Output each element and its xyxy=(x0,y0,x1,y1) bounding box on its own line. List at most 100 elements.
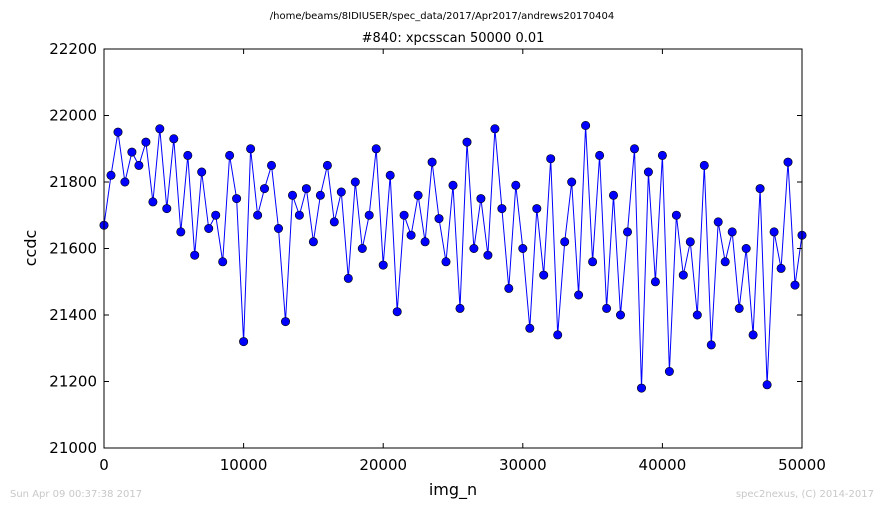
footer-credit: spec2nexus, (C) 2014-2017 xyxy=(736,489,874,500)
y-tick-label: 22200 xyxy=(49,40,97,58)
data-point xyxy=(218,257,228,267)
chart-title: #840: xpcsscan 50000 0.01 xyxy=(362,31,545,46)
data-point xyxy=(434,214,444,224)
x-tick-label: 30000 xyxy=(499,456,547,474)
data-point xyxy=(259,184,269,194)
data-point xyxy=(755,184,765,194)
data-point xyxy=(455,303,465,313)
data-point xyxy=(343,273,353,283)
data-point xyxy=(253,210,263,220)
data-point xyxy=(329,217,339,227)
y-tick-label: 21600 xyxy=(49,240,97,258)
x-tick-label: 50000 xyxy=(778,456,826,474)
data-point xyxy=(629,144,639,154)
data-point xyxy=(692,310,702,320)
data-point xyxy=(336,187,346,197)
data-point xyxy=(650,277,660,287)
data-point xyxy=(113,127,123,137)
data-point xyxy=(783,157,793,167)
data-point xyxy=(588,257,598,267)
data-point xyxy=(246,144,256,154)
data-point xyxy=(273,224,283,234)
data-point xyxy=(441,257,451,267)
data-point xyxy=(608,190,618,200)
x-axis-label: img_n xyxy=(429,480,477,500)
data-point xyxy=(280,317,290,327)
y-tick-label: 21200 xyxy=(49,373,97,391)
data-point xyxy=(225,150,235,160)
data-point xyxy=(497,204,507,214)
data-point xyxy=(581,121,591,131)
data-point xyxy=(546,154,556,164)
data-point xyxy=(685,237,695,247)
data-point xyxy=(155,124,165,134)
y-tick-label: 21800 xyxy=(49,173,97,191)
data-point xyxy=(197,167,207,177)
data-point xyxy=(602,303,612,313)
data-point xyxy=(406,230,416,240)
data-point xyxy=(504,283,514,293)
data-point xyxy=(790,280,800,290)
figure-suptitle: /home/beams/8IDIUSER/spec_data/2017/Apr2… xyxy=(270,11,614,22)
data-point xyxy=(490,124,500,134)
data-point xyxy=(420,237,430,247)
data-point xyxy=(727,227,737,237)
footer-timestamp: Sun Apr 09 00:37:38 2017 xyxy=(10,489,142,500)
data-point xyxy=(678,270,688,280)
data-point xyxy=(483,250,493,260)
data-point xyxy=(427,157,437,167)
data-point xyxy=(671,210,681,220)
data-point xyxy=(183,150,193,160)
data-point xyxy=(204,224,214,234)
data-point xyxy=(294,210,304,220)
data-point xyxy=(371,144,381,154)
x-tick-label: 10000 xyxy=(220,456,268,474)
data-point xyxy=(190,250,200,260)
data-point xyxy=(364,210,374,220)
data-point xyxy=(532,204,542,214)
data-point xyxy=(574,290,584,300)
y-tick-label: 21400 xyxy=(49,306,97,324)
data-point xyxy=(622,227,632,237)
x-tick-label: 20000 xyxy=(359,456,407,474)
data-point xyxy=(232,194,242,204)
y-tick-label: 22000 xyxy=(49,107,97,125)
y-axis-ticks: 21000 21200 21400 21600 21800 22000 22200 xyxy=(49,40,802,457)
data-point xyxy=(148,197,158,207)
data-point xyxy=(657,150,667,160)
data-point xyxy=(699,160,709,170)
data-point xyxy=(560,237,570,247)
data-point xyxy=(636,383,646,393)
data-point xyxy=(106,170,116,180)
data-point xyxy=(720,257,730,267)
data-point xyxy=(127,147,137,157)
data-point xyxy=(378,260,388,270)
data-point xyxy=(476,194,486,204)
x-tick-label: 40000 xyxy=(639,456,687,474)
data-point xyxy=(706,340,716,350)
y-tick-label: 21000 xyxy=(49,439,97,457)
data-point xyxy=(211,210,221,220)
data-point xyxy=(762,380,772,390)
data-point xyxy=(595,150,605,160)
data-point xyxy=(413,190,423,200)
data-point xyxy=(469,244,479,254)
data-point xyxy=(134,160,144,170)
data-point xyxy=(301,184,311,194)
data-point xyxy=(120,177,130,187)
data-point xyxy=(287,190,297,200)
data-point xyxy=(162,204,172,214)
data-point xyxy=(511,180,521,190)
data-point xyxy=(539,270,549,280)
data-point xyxy=(239,337,249,347)
plot-frame xyxy=(103,48,803,449)
data-point xyxy=(392,307,402,317)
data-point xyxy=(525,323,535,333)
data-point xyxy=(176,227,186,237)
data-point xyxy=(643,167,653,177)
data-point xyxy=(615,310,625,320)
data-point xyxy=(308,237,318,247)
data-point xyxy=(741,244,751,254)
x-axis-ticks: 0 10000 20000 30000 40000 50000 xyxy=(99,49,826,474)
